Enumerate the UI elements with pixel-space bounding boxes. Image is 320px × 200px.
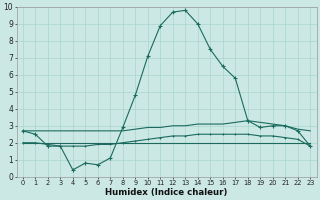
X-axis label: Humidex (Indice chaleur): Humidex (Indice chaleur) [105,188,228,197]
